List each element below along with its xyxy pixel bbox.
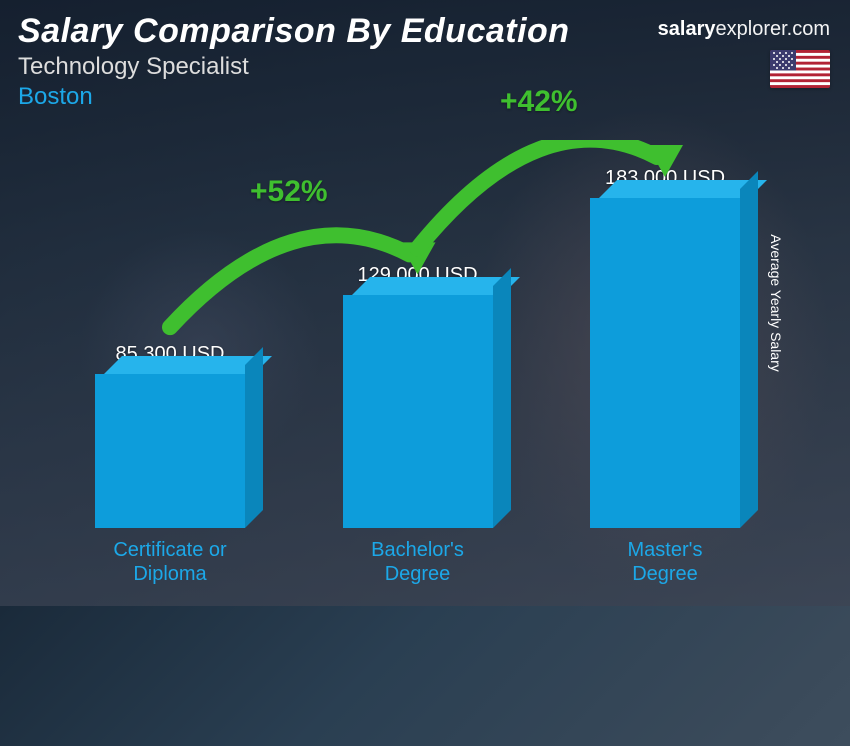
bar-chart: 85,300 USD Certificate orDiploma 129,000… <box>40 140 790 586</box>
us-flag-icon <box>770 50 830 88</box>
chart-title: Salary Comparison By Education <box>18 12 570 51</box>
chart-subtitle: Technology Specialist <box>18 53 570 81</box>
bar-label: Certificate orDiploma <box>113 538 226 586</box>
brand-watermark: salaryexplorer.com <box>658 18 830 41</box>
percent-increase-label: +52% <box>250 175 328 209</box>
chart-location: Boston <box>18 83 570 111</box>
bar-group: 85,300 USD Certificate orDiploma <box>70 343 270 586</box>
bar-label: Bachelor'sDegree <box>371 538 464 586</box>
brand-bold: salary <box>658 18 716 40</box>
bar-group: 183,000 USD Master'sDegree <box>565 167 765 586</box>
bar-side-face <box>740 171 758 528</box>
y-axis-label: Average Yearly Salary <box>767 234 783 372</box>
chart-header: Salary Comparison By Education Technolog… <box>18 12 570 111</box>
bar-label: Master'sDegree <box>628 538 703 586</box>
bar-side-face <box>493 268 511 528</box>
bar <box>343 295 493 528</box>
bar <box>590 198 740 528</box>
bar-group: 129,000 USD Bachelor'sDegree <box>318 264 518 586</box>
bar <box>95 374 245 528</box>
brand-light: explorer.com <box>716 18 831 40</box>
bar-side-face <box>245 347 263 528</box>
